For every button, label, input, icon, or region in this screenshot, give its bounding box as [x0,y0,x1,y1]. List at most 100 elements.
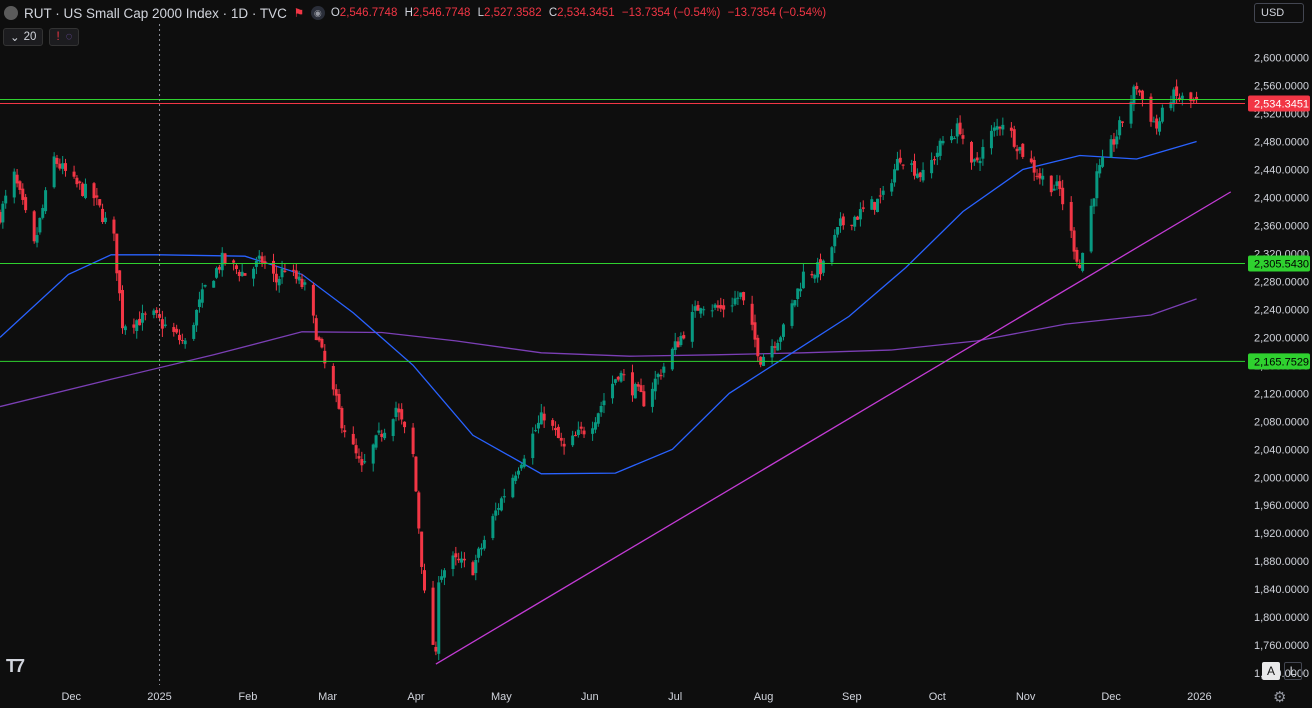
candle-body [622,374,626,376]
candle-body [272,260,276,274]
visibility-icon[interactable]: ◉ [310,6,325,20]
close-value: 2,534.3451 [557,7,615,19]
candle-body [656,374,660,378]
candle-body [479,547,483,550]
candle-body [913,160,917,176]
candle-body [733,298,737,305]
candle-body [511,477,515,498]
candle-body [790,303,794,326]
candle-body [38,217,42,233]
candle-body [471,562,475,576]
candle-body [972,159,976,162]
candle-body [602,400,606,406]
candle-body [989,130,993,149]
candle-body [613,379,617,383]
indicator-length-button[interactable]: ⌄ 20 [3,28,44,46]
candle-body [893,169,897,183]
horizontal-lines[interactable] [0,99,1245,362]
price-axis[interactable]: 2,600.0000 2,560.0000 2,520.0000 2,480.0000… [1248,53,1310,681]
candle-body [1149,96,1153,122]
candle-body [935,152,939,158]
candle-body [183,340,187,345]
candle-body [83,183,87,198]
trendline-segment [435,191,1232,665]
candle-body [1135,86,1139,90]
candle-body [536,422,540,429]
candle-body [1101,156,1105,167]
candle-body [958,122,962,135]
y-tick-label: 2,280.0000 [1254,276,1309,288]
auto-scale-button[interactable]: A [1262,662,1280,680]
candle-body [334,389,338,396]
candle-body [440,576,444,580]
candle-body [599,406,603,413]
time-axis[interactable]: Dec 2025 Feb Mar Apr May Jun Jul Aug Sep Oct Nov Dec… [61,691,1211,703]
indicator-row: ⌄ 20 ! ◌ [3,28,80,46]
currency-select[interactable]: USD [1254,3,1304,23]
candle-body [1118,120,1122,136]
y-tick-label: 2,480.0000 [1254,137,1309,149]
candle-body [303,282,307,285]
candle-body [750,303,754,325]
candle-body [941,140,945,144]
y-tick-label: 2,520.0000 [1254,109,1309,121]
candle-body [573,435,577,437]
candle-body [277,278,281,286]
trendline[interactable] [435,191,1232,665]
candle-body [1061,187,1065,205]
log-scale-button[interactable]: L [1284,662,1302,680]
tradingview-logo-icon[interactable]: T7 [6,656,25,676]
candle-body [816,262,820,278]
indicator-status-icons[interactable]: ! ◌ [49,28,80,46]
candle-body [172,327,176,332]
symbol-title[interactable]: RUT · US Small Cap 2000 Index · 1D · TVC [24,5,287,21]
candle-body [981,147,985,159]
y-tick-label: 2,600.0000 [1254,53,1309,65]
candle-body [1049,175,1053,193]
x-tick-label: Dec [1101,691,1121,703]
candle-body [1012,129,1016,147]
candle-body [491,516,495,539]
candle-body [1092,198,1096,207]
x-tick-label: Oct [929,691,946,703]
open-value: 2,546.7748 [339,7,398,19]
candle-body [719,305,723,309]
candle-body [1158,121,1162,132]
candle-body [1089,205,1093,252]
ohlc-readout: O2,546.7748 H2,546.7748 L2,527.3582 C2,5… [330,7,827,19]
candle-body [1055,181,1059,186]
candle-body [1072,230,1076,252]
candle-body [841,216,845,226]
candle-body [992,127,996,131]
candle-body [739,292,743,297]
candle-body [1152,121,1156,123]
candle-body [522,458,526,467]
candle-body [460,558,464,563]
candle-body [1129,101,1133,124]
candle-body [1032,159,1036,173]
candle-body [1175,86,1179,96]
candle-body [35,235,39,243]
candle-body [397,408,401,413]
candle-body [363,461,367,463]
candle-body [451,555,455,569]
flag-icon[interactable]: ⚑ [293,6,305,20]
candle-body [699,308,703,314]
candle-body [930,159,934,174]
candle-body [975,157,979,161]
loading-icon[interactable]: ◌ [65,31,73,43]
candle-body [55,157,59,164]
warning-icon[interactable]: ! [56,31,60,43]
candle-body [969,142,973,163]
candle-body [232,260,236,263]
gear-icon[interactable]: ⚙ [1273,689,1287,706]
candle-body [58,163,62,169]
candle-body [713,304,717,308]
price-label: 2,165.7529 [1254,356,1309,368]
y-tick-label: 2,240.0000 [1254,304,1309,316]
candle-body [531,433,535,459]
candle-body [0,212,2,223]
candle-body [1180,95,1184,99]
y-tick-label: 1,880.0000 [1254,556,1309,568]
